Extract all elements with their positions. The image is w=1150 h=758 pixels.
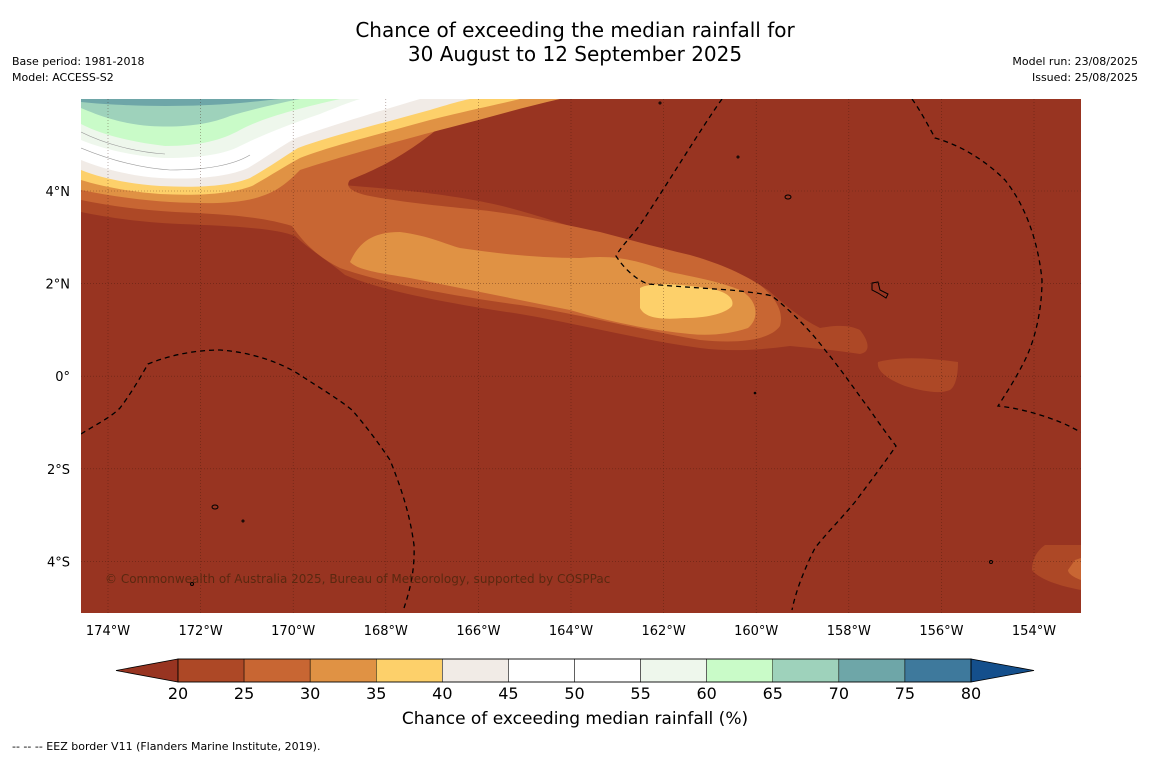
island-3 (871, 281, 889, 299)
colorbar-segment (904, 658, 972, 683)
colorbar-tick-label: 35 (366, 684, 386, 703)
title-line-1: Chance of exceeding the median rainfall … (355, 18, 795, 42)
island-1 (784, 194, 792, 200)
contour-30-southeast (1068, 558, 1081, 580)
latitude-label: 4°N (46, 185, 71, 200)
colorbar-segment (574, 658, 641, 683)
longitude-label: 154°W (1012, 624, 1056, 639)
colorbar-outline (177, 658, 972, 683)
contour-70-north (81, 99, 300, 127)
issued-text: Issued: 25/08/2025 (1031, 71, 1138, 84)
longitude-label: 170°W (271, 624, 315, 639)
colorbar-under-arrow (115, 658, 179, 683)
contour-25-southeast (1032, 545, 1081, 590)
longitude-label: 162°W (642, 624, 686, 639)
colorbar-segment (772, 658, 840, 683)
meta-right: Model run: 23/08/2025 Issued: 25/08/2025 (1012, 54, 1138, 86)
colorbar-tick-label: 55 (630, 684, 650, 703)
island-8 (989, 560, 993, 564)
longitude-label: 166°W (456, 624, 500, 639)
colorbar-tick-label: 65 (763, 684, 783, 703)
longitude-label: 168°W (364, 624, 408, 639)
latitude-tick-labels: 4°N 2°N 0° 2°S 4°S (46, 185, 71, 570)
longitude-label: 164°W (549, 624, 593, 639)
eez-border-east (911, 99, 1081, 433)
colorbar-segment (508, 658, 575, 683)
colorbar-tick-label: 45 (498, 684, 518, 703)
eez-border-west (81, 349, 415, 609)
model-run-text: Model run: 23/08/2025 (1012, 55, 1138, 68)
title-line-2: 30 August to 12 September 2025 (407, 42, 743, 66)
contour-25-east (877, 358, 958, 393)
island-2 (211, 504, 219, 510)
eez-borders (81, 99, 1081, 611)
colorbar-tick-label: 25 (234, 684, 254, 703)
island-7 (190, 582, 194, 586)
model-text: Model: ACCESS-S2 (12, 71, 114, 84)
colorbar-tick-label: 80 (961, 684, 981, 703)
colorbar-segment (376, 658, 443, 683)
colorbar-tick-label: 20 (168, 684, 188, 703)
colorbar-segment (706, 658, 774, 683)
colorbar-segment (177, 658, 245, 683)
latitude-label: 0° (55, 370, 70, 385)
colorbar-segment (838, 658, 906, 683)
contour-75-north (81, 99, 280, 106)
longitude-label: 156°W (919, 624, 963, 639)
colorbar-over-arrow (970, 658, 1035, 683)
island-9 (753, 391, 757, 395)
copyright-notice: © Commonwealth of Australia 2025, Bureau… (105, 572, 611, 586)
colorbar-segment (243, 658, 311, 683)
colorbar: 20 25 30 35 40 45 50 55 60 65 70 75 80 (115, 658, 1035, 703)
chart-title: Chance of exceeding the median rainfall … (0, 18, 1150, 66)
latitude-label: 2°N (46, 278, 71, 293)
meta-left: Base period: 1981-2018 Model: ACCESS-S2 (12, 54, 144, 86)
latitude-label: 2°S (47, 463, 70, 478)
colorbar-segment (442, 658, 509, 683)
island-6 (241, 519, 245, 523)
islands (190, 101, 993, 586)
colorbar-tick-label: 30 (300, 684, 320, 703)
longitude-tick-labels: 174°W 172°W 170°W 168°W 166°W 164°W 162°W 160°W… (86, 624, 1056, 639)
island-4 (736, 155, 740, 159)
longitude-label: 160°W (734, 624, 778, 639)
colorbar-tick-label: 40 (432, 684, 452, 703)
island-5 (658, 101, 662, 105)
colorbar-segment (309, 658, 377, 683)
colorbar-tick-label: 60 (696, 684, 716, 703)
contour-lines (81, 131, 251, 171)
longitude-label: 158°W (827, 624, 871, 639)
longitude-label: 172°W (179, 624, 223, 639)
latitude-label: 4°S (47, 555, 70, 570)
base-period-text: Base period: 1981-2018 (12, 55, 145, 68)
eez-border-central (615, 99, 897, 611)
colorbar-tick-label: 70 (829, 684, 849, 703)
colorbar-segment (640, 658, 707, 683)
eez-footnote: -- -- -- EEZ border V11 (Flanders Marine… (12, 740, 321, 753)
colorbar-label: Chance of exceeding median rainfall (%) (401, 709, 749, 729)
colorbar-tick-label: 75 (895, 684, 915, 703)
colorbar-tick-label: 50 (564, 684, 584, 703)
map-panel (81, 99, 1081, 613)
longitude-label: 174°W (86, 624, 130, 639)
